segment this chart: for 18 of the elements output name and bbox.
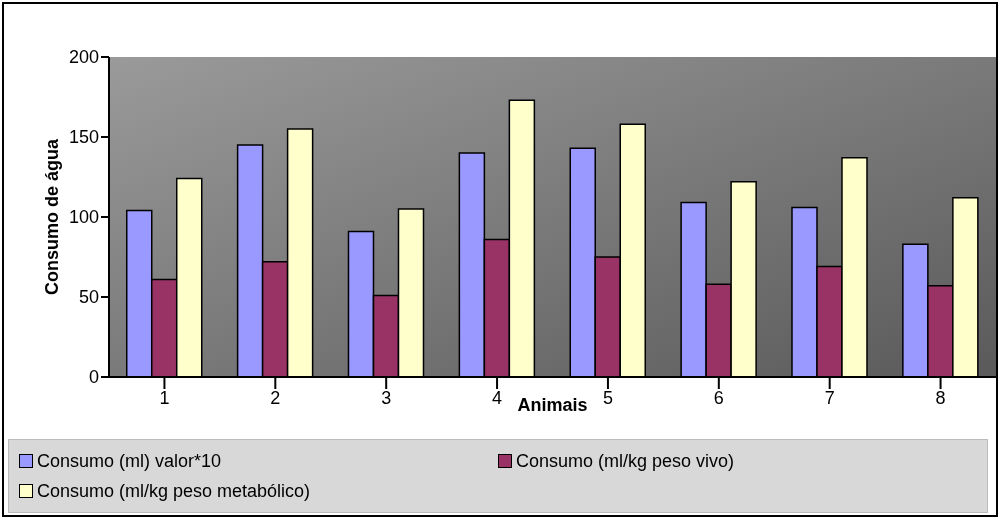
x-tick-label: 7 [824,387,835,408]
x-tick-label: 2 [270,387,281,408]
x-tick-label: 4 [492,387,503,408]
legend-label: Consumo (ml/kg peso vivo) [516,450,735,472]
y-tick-label: 50 [78,287,99,308]
y-tick-label: 200 [68,47,99,68]
x-axis-title: Animais [517,395,588,415]
y-tick-label: 100 [68,207,99,228]
x-tick-label: 3 [381,387,392,408]
x-tick-label: 5 [602,387,613,408]
x-tick-label: 1 [159,387,170,408]
y-axis-title: Consumo de água [42,138,63,296]
legend-label: Consumo (ml/kg peso metabólico) [37,480,311,502]
x-tick-label: 6 [713,387,724,408]
y-tick-label: 150 [68,127,99,148]
x-tick-label: 8 [935,387,946,408]
legend-label: Consumo (ml) valor*10 [37,450,222,472]
y-tick-label: 0 [88,367,99,388]
